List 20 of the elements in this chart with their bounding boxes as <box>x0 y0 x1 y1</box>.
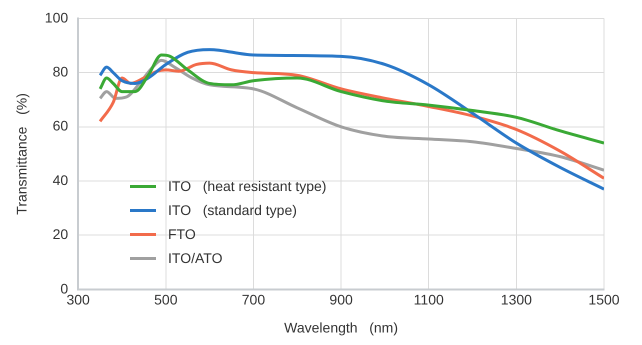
x-tick-label: 900 <box>329 292 353 308</box>
x-tick-label: 1300 <box>500 292 532 308</box>
y-tick-label: 0 <box>60 280 68 296</box>
x-tick-label: 1500 <box>588 292 620 308</box>
y-tick-label: 40 <box>52 172 68 188</box>
legend-label: ITO (heat resistant type) <box>168 178 326 194</box>
y-axis-title: Transmittance (%) <box>13 93 30 215</box>
legend-label: ITO (standard type) <box>168 202 297 218</box>
line-series <box>98 53 604 145</box>
y-tick-label: 80 <box>52 63 68 80</box>
x-tick-label: 700 <box>242 292 266 308</box>
y-tick-label: 20 <box>52 226 68 242</box>
x-tick-label: 300 <box>66 292 90 308</box>
x-axis-title: Wavelength (nm) <box>284 319 398 336</box>
x-tick-label: 1100 <box>414 292 444 308</box>
y-tick-label: 100 <box>44 9 68 26</box>
legend-label: ITO/ATO <box>168 250 222 266</box>
x-tick-label: 500 <box>154 292 178 308</box>
legend-label: FTO <box>168 226 196 242</box>
y-tick-label: 60 <box>52 118 68 134</box>
